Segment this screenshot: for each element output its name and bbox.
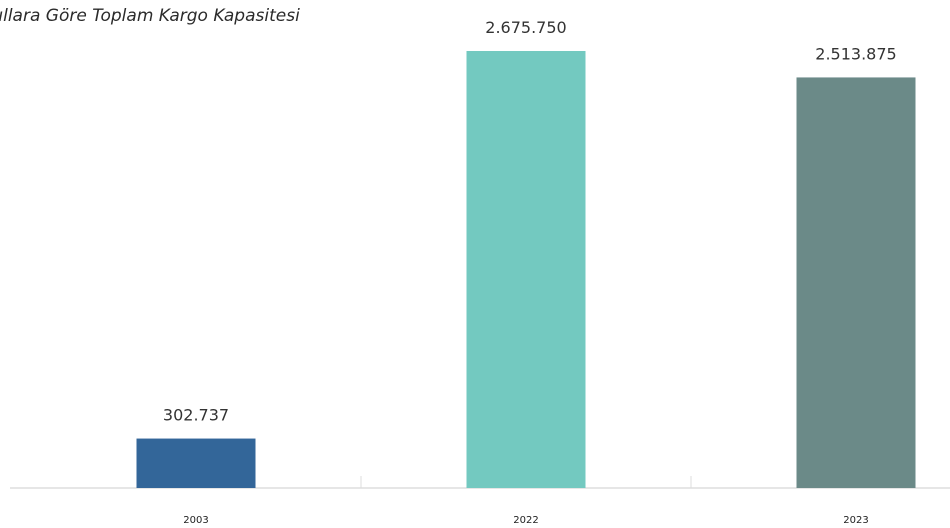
bar-2022 (466, 50, 586, 489)
x-tick-label-2003: 2003 (183, 515, 208, 526)
chart-title: Yıllara Göre Toplam Kargo Kapasitesi (0, 6, 300, 26)
data-label-2022: 2.675.750 (485, 18, 566, 37)
data-label-2023: 2.513.875 (815, 44, 896, 63)
x-tick-label-2022: 2022 (513, 515, 538, 526)
x-tick-label-2023: 2023 (843, 515, 868, 526)
bar-2023 (796, 77, 916, 488)
bar-2003 (136, 438, 256, 488)
data-label-2003: 302.737 (163, 406, 229, 425)
